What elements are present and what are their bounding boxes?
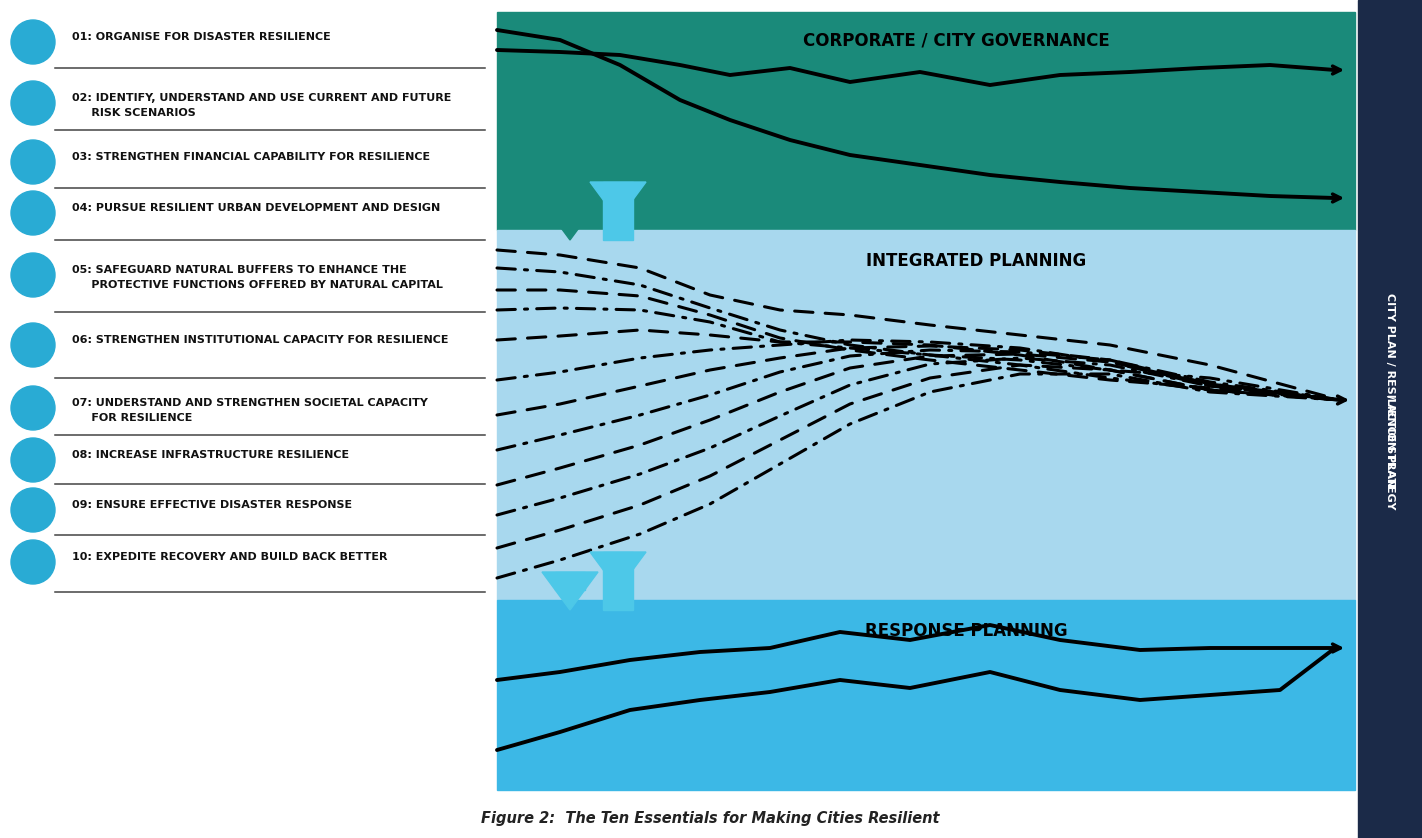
Circle shape [11,386,55,430]
Bar [498,12,1355,230]
Bar [1358,0,1422,838]
Text: CORPORATE / CITY GOVERNANCE: CORPORATE / CITY GOVERNANCE [802,32,1109,50]
Bar [498,600,1355,790]
Text: 06: STRENGTHEN INSTITUTIONAL CAPACITY FOR RESILIENCE: 06: STRENGTHEN INSTITUTIONAL CAPACITY FO… [73,335,448,345]
Text: 01: ORGANISE FOR DISASTER RESILIENCE: 01: ORGANISE FOR DISASTER RESILIENCE [73,32,331,42]
Text: 07: UNDERSTAND AND STRENGTHEN SOCIETAL CAPACITY: 07: UNDERSTAND AND STRENGTHEN SOCIETAL C… [73,398,428,408]
Text: 02: IDENTIFY, UNDERSTAND AND USE CURRENT AND FUTURE: 02: IDENTIFY, UNDERSTAND AND USE CURRENT… [73,93,451,103]
Bar [555,572,584,590]
Bar [603,182,633,240]
Polygon shape [542,572,599,610]
Circle shape [11,191,55,235]
Text: RESPONSE PLANNING: RESPONSE PLANNING [865,622,1068,640]
Polygon shape [590,182,646,220]
Circle shape [11,140,55,184]
Circle shape [11,20,55,64]
Text: / ACTION PLAN: / ACTION PLAN [1385,395,1395,487]
Text: CITY PLAN / RESILIENCE STRATEGY: CITY PLAN / RESILIENCE STRATEGY [1385,292,1395,510]
Text: FOR RESILIENCE: FOR RESILIENCE [73,413,192,423]
Bar [555,202,584,220]
Text: 04: PURSUE RESILIENT URBAN DEVELOPMENT AND DESIGN: 04: PURSUE RESILIENT URBAN DEVELOPMENT A… [73,203,441,213]
Circle shape [11,488,55,532]
Text: 09: ENSURE EFFECTIVE DISASTER RESPONSE: 09: ENSURE EFFECTIVE DISASTER RESPONSE [73,500,353,510]
Text: 08: INCREASE INFRASTRUCTURE RESILIENCE: 08: INCREASE INFRASTRUCTURE RESILIENCE [73,450,350,460]
Bar [603,552,633,610]
Bar [498,230,1355,600]
Text: 03: STRENGTHEN FINANCIAL CAPABILITY FOR RESILIENCE: 03: STRENGTHEN FINANCIAL CAPABILITY FOR … [73,152,429,162]
Circle shape [11,253,55,297]
Text: PROTECTIVE FUNCTIONS OFFERED BY NATURAL CAPITAL: PROTECTIVE FUNCTIONS OFFERED BY NATURAL … [73,280,442,290]
Circle shape [11,540,55,584]
Polygon shape [542,202,599,240]
Circle shape [11,81,55,125]
Polygon shape [590,552,646,590]
Text: 10: EXPEDITE RECOVERY AND BUILD BACK BETTER: 10: EXPEDITE RECOVERY AND BUILD BACK BET… [73,552,388,562]
Text: Figure 2:  The Ten Essentials for Making Cities Resilient: Figure 2: The Ten Essentials for Making … [481,810,940,825]
Text: RISK SCENARIOS: RISK SCENARIOS [73,108,196,118]
Circle shape [11,438,55,482]
Circle shape [11,323,55,367]
Text: 05: SAFEGUARD NATURAL BUFFERS TO ENHANCE THE: 05: SAFEGUARD NATURAL BUFFERS TO ENHANCE… [73,265,407,275]
Text: INTEGRATED PLANNING: INTEGRATED PLANNING [866,252,1086,270]
